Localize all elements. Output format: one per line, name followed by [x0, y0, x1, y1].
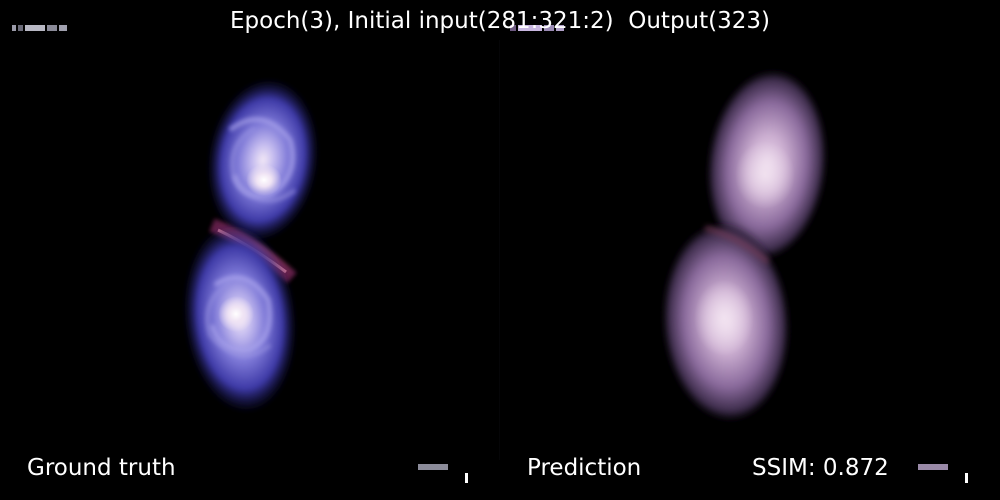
lower-blob	[661, 222, 791, 422]
corner-artifact	[12, 16, 69, 31]
figure-title: Epoch(3), Initial input(281:321:2) Outpu…	[230, 8, 770, 34]
upper-blob	[706, 69, 828, 261]
prediction-caption: Prediction	[527, 455, 642, 481]
corner-artifact	[918, 455, 950, 470]
prediction-panel	[500, 0, 1000, 500]
corner-artifact	[965, 468, 970, 483]
prediction-image	[661, 69, 828, 422]
ground-truth-image	[183, 78, 319, 413]
upper-galaxy	[207, 78, 319, 242]
corner-artifact	[510, 16, 566, 31]
lower-galaxy	[183, 223, 297, 413]
ground-truth-caption: Ground truth	[27, 455, 176, 481]
corner-artifact	[465, 468, 470, 483]
ssim-score: SSIM: 0.872	[752, 455, 889, 481]
ground-truth-panel	[12, 16, 470, 483]
corner-artifact	[418, 455, 450, 470]
